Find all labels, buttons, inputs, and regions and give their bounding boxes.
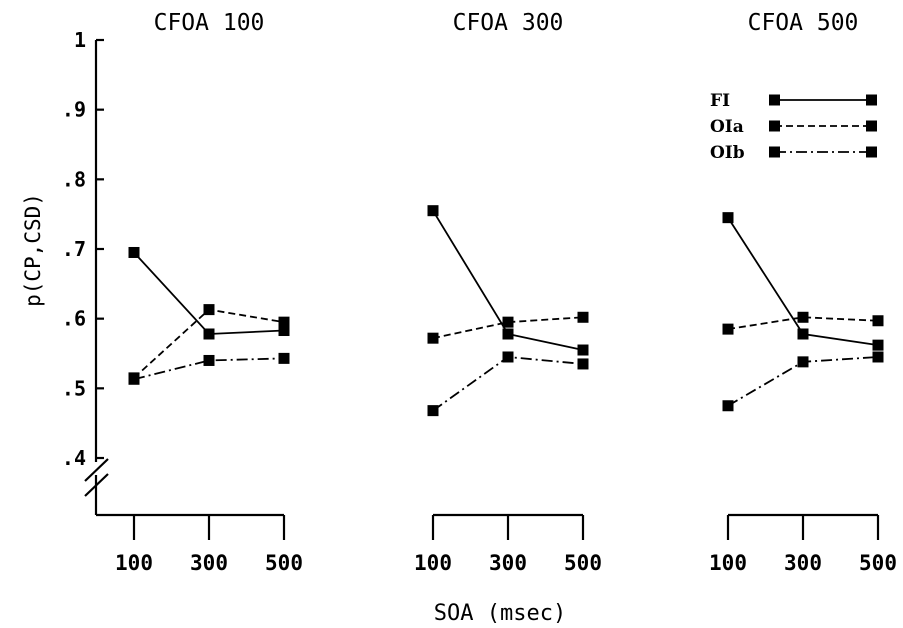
panel-2-series-dashed (432, 316, 584, 340)
panel-1-series-dashed (133, 308, 285, 379)
panel-3-x-tick-label-2: 500 (859, 551, 897, 575)
panel-1-x-tick-label-0: 100 (115, 551, 153, 575)
panel-1-solid-point-0 (128, 246, 140, 258)
panel-2-x-tick-label-0: 100 (414, 551, 452, 575)
legend-marker-right-0 (866, 94, 877, 106)
y-tick-label-0: .4 (62, 446, 86, 470)
panel-1-dashdot-point-2 (278, 352, 290, 364)
legend-marker-right-2 (866, 146, 877, 158)
panel-1-series-solid (133, 251, 285, 335)
legend-label-1: OIa (710, 117, 744, 137)
legend-label-0: FI (710, 91, 730, 111)
panel-3-x-tick-label-0: 100 (709, 551, 747, 575)
panel-3-dashdot-point-0 (722, 400, 734, 412)
y-axis-label: p(CP,CSD) (21, 193, 45, 307)
y-axis: .4 .5 .6 .7 .8 .9 1 p(CP,CSD) (21, 28, 133, 517)
panel-1-dashed-point-1 (203, 304, 215, 316)
y-tick-label-1: .5 (62, 376, 86, 400)
legend: FI OIa OIb (710, 91, 877, 163)
panel-title-3: CFOA 500 (748, 10, 859, 36)
panel-2-solid-point-1 (502, 328, 514, 340)
panel-1-x-tick-label-2: 500 (265, 551, 303, 575)
panel-2-dashdot-point-1 (502, 351, 514, 363)
panel-1: CFOA 100 100 300 500 (115, 10, 303, 575)
panel-1-dashdot-point-1 (203, 354, 215, 366)
x-axis-label: SOA (msec) (434, 601, 566, 626)
legend-marker-left-2 (769, 146, 780, 158)
axis-break-mark (84, 458, 109, 497)
y-tick-label-4: .8 (62, 167, 86, 191)
panel-1-x-tick-label-1: 300 (190, 551, 228, 575)
legend-marker-right-1 (866, 120, 877, 132)
legend-label-2: OIb (710, 143, 745, 163)
panel-1-solid-point-1 (203, 328, 215, 340)
panel-3-dashed-point-0 (722, 323, 734, 335)
panel-2: CFOA 300 100 300 500 (414, 10, 602, 575)
panel-3-dashed-point-1 (797, 311, 809, 323)
panel-2-series-dashdot (432, 356, 584, 412)
panel-3-solid-point-0 (722, 212, 734, 224)
panel-2-dashed-point-1 (502, 316, 514, 328)
panel-2-dashed-point-2 (577, 311, 589, 323)
panel-2-dashdot-point-0 (427, 405, 439, 417)
panel-2-solid-point-2 (577, 344, 589, 356)
panel-3-solid-point-1 (797, 328, 809, 340)
panel-1-series-dashdot (133, 357, 285, 381)
y-ticks: .4 .5 .6 .7 .8 .9 1 (62, 28, 104, 470)
y-tick-label-5: .9 (62, 98, 86, 122)
panel-2-dashdot-point-2 (577, 358, 589, 370)
panel-title-1: CFOA 100 (154, 10, 265, 36)
y-tick-label-3: .7 (62, 237, 86, 261)
y-tick-label-6: 1 (74, 28, 86, 52)
panel-2-solid-point-0 (427, 205, 439, 217)
panel-3: CFOA 500 100 300 500 (709, 10, 897, 575)
panel-1-dashed-point-2 (278, 316, 290, 328)
panel-3-x-tick-label-1: 300 (784, 551, 822, 575)
panel-3-series-dashed (727, 316, 879, 331)
panel-2-dashed-point-0 (427, 332, 439, 344)
panel-1-solid-point-2 (278, 325, 290, 337)
panel-title-2: CFOA 300 (453, 10, 564, 36)
panel-2-x-tick-label-1: 300 (489, 551, 527, 575)
panel-3-dashdot-point-1 (797, 356, 809, 368)
legend-marker-left-1 (769, 120, 780, 132)
panel-3-dashed-point-2 (872, 315, 884, 327)
panel-1-dashdot-point-0 (128, 373, 140, 385)
legend-marker-left-0 (769, 94, 780, 106)
panel-2-x-tick-label-2: 500 (564, 551, 602, 575)
y-tick-label-2: .6 (62, 307, 86, 331)
panel-3-dashdot-point-2 (872, 351, 884, 363)
panel-3-solid-point-2 (872, 339, 884, 351)
